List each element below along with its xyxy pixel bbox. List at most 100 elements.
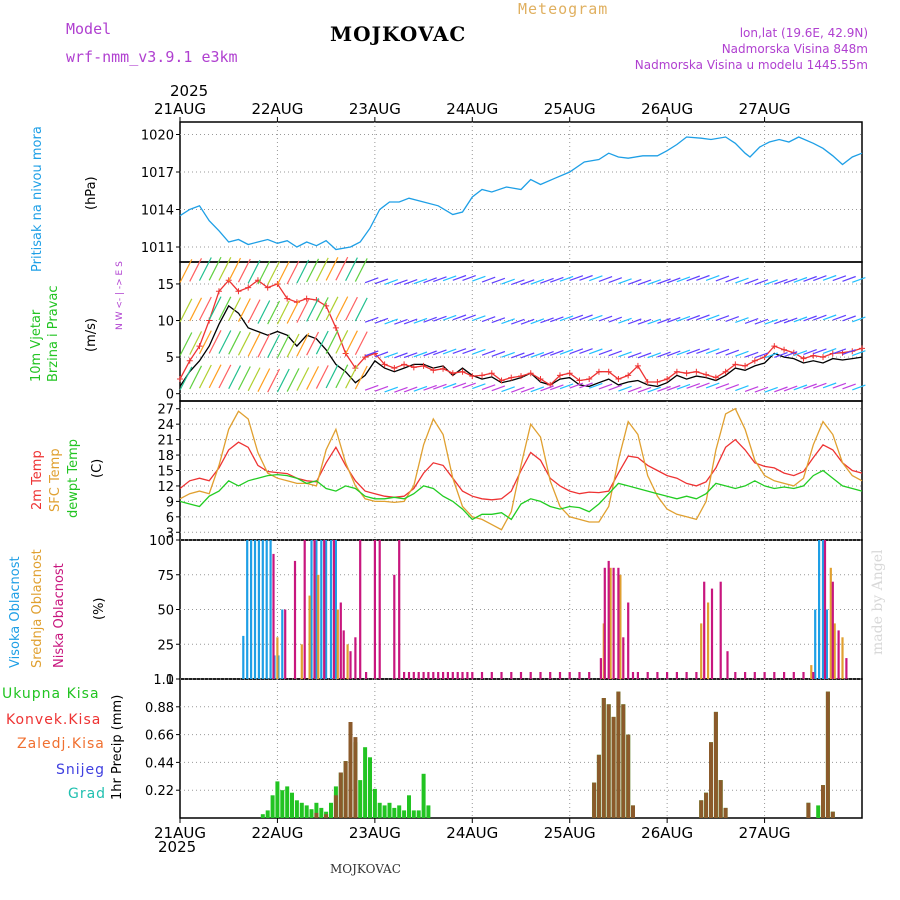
gust-marker [420, 362, 427, 369]
wind-arrow [803, 275, 817, 282]
y-tick-label: 3 [166, 526, 174, 541]
wind-arrow [423, 350, 437, 357]
gust-marker [449, 370, 456, 377]
bar-niska-oblacnost [549, 672, 552, 679]
wind-arrow [637, 352, 652, 359]
wind-arrow [501, 351, 515, 358]
wind-arrow [237, 366, 251, 390]
gust-marker [381, 361, 388, 368]
wind-arrow [218, 296, 232, 321]
y-tick-label: 24 [157, 418, 174, 433]
bar-niska-oblacnost [529, 672, 532, 679]
x-day-label-top: 22AUG [251, 100, 303, 118]
wind-arrow [442, 348, 457, 355]
bar-konvek.kisa [338, 772, 343, 818]
year-bottom: 2025 [158, 838, 197, 856]
bar-niska-oblacnost [398, 540, 401, 679]
bar-niska-oblacnost [427, 672, 430, 679]
wind-arrow [705, 348, 720, 355]
wind-arrow [725, 316, 740, 322]
wind-arrow [559, 275, 574, 282]
gust-marker [518, 373, 524, 380]
wind-arrow [364, 316, 379, 323]
bar-niska-oblacnost [349, 651, 352, 679]
wind-arrow [666, 350, 681, 357]
wind-arrow [364, 350, 379, 357]
bar-srednja-oblacnost [308, 595, 311, 679]
legend-conv: Konvek.Kisa [6, 712, 102, 728]
bar-ukupna-kisa [397, 805, 402, 818]
wind-arrow [286, 368, 300, 392]
wind-arrow [764, 352, 778, 359]
wind-arrow [647, 279, 662, 286]
lonlat: lon,lat (19.6E, 42.9N) [739, 26, 868, 40]
wind-arrow [325, 257, 339, 281]
bar-konvek.kisa [718, 780, 723, 818]
bar-niska-oblacnost [631, 672, 635, 679]
wind-arrow [666, 316, 681, 323]
legend-grad: Grad [68, 786, 107, 802]
bar-ukupna-kisa [270, 795, 275, 818]
wind-arrow [237, 298, 251, 322]
cloud-unit: (%) [92, 597, 107, 621]
wind-arrow [686, 314, 701, 321]
wind-arrow [198, 257, 212, 281]
wind-arrow [452, 314, 467, 321]
bar-srednja-oblacnost [346, 644, 349, 680]
wind-arrow [198, 296, 212, 321]
wind-arrow [842, 275, 856, 282]
wind-arrow [774, 278, 788, 285]
bar-konvek.kisa [343, 761, 348, 818]
wind-arrow [676, 276, 691, 283]
bar-visoka-oblacnost [265, 540, 268, 679]
wind-arrow [569, 314, 584, 321]
wind-arrow [481, 349, 496, 356]
wind-arrow [472, 383, 486, 390]
wind-arrow [403, 386, 418, 393]
wind-title: 10m Vjetar Brzina i Pravac [29, 285, 61, 382]
wind-arrow [413, 385, 428, 392]
wind-arrow [228, 365, 242, 389]
wind-arrow [189, 331, 203, 355]
wind-arrow [472, 348, 486, 355]
wind-arrow [325, 296, 339, 321]
bar-niska-oblacnost [539, 672, 542, 679]
meteogram-title: Meteogram [518, 0, 609, 18]
wind-arrow [774, 318, 788, 325]
bar-konvek.kisa [631, 805, 635, 818]
bar-ukupna-kisa [319, 807, 324, 818]
bar-ukupna-kisa [309, 809, 314, 818]
bar-konvek.kisa [621, 704, 626, 818]
bar-visoka-oblacnost [334, 540, 337, 679]
wind-arrow [306, 366, 320, 390]
y-tick-label: 0.88 [145, 701, 174, 716]
wind-arrow [598, 349, 613, 356]
wind-arrow [423, 316, 437, 323]
wind-compass: N W <- | -> E S [115, 261, 125, 330]
bar-ukupna-kisa [290, 792, 294, 818]
bar-srednja-oblacnost [833, 623, 836, 679]
y-tick-label: 1011 [141, 241, 174, 256]
wind-arrow [247, 259, 261, 284]
bar-niska-oblacnost [773, 672, 776, 679]
wind-arrow [462, 348, 476, 355]
bar-konvek.kisa [592, 782, 597, 818]
bar-niska-oblacnost [802, 672, 805, 679]
bar-niska-oblacnost [617, 567, 620, 679]
wind-arrow [598, 276, 613, 283]
wind-arrow [657, 317, 671, 324]
y-tick-label: 12 [157, 480, 174, 495]
wind-arrow [452, 274, 467, 281]
temp-unit: (C) [90, 458, 105, 478]
wind-arrow [433, 349, 447, 356]
wind-arrow [598, 383, 613, 390]
x-day-label-top: 24AUG [446, 100, 498, 118]
wind-arrow [335, 296, 349, 321]
wind-arrow [403, 318, 418, 325]
wind-arrow [588, 382, 603, 389]
bar-niska-oblacnost [726, 651, 729, 679]
low-cloud-title: Niska Oblacnost [52, 563, 67, 668]
gust-marker [781, 346, 788, 353]
wind-arrow [491, 277, 506, 284]
wind-arrow [735, 317, 749, 324]
